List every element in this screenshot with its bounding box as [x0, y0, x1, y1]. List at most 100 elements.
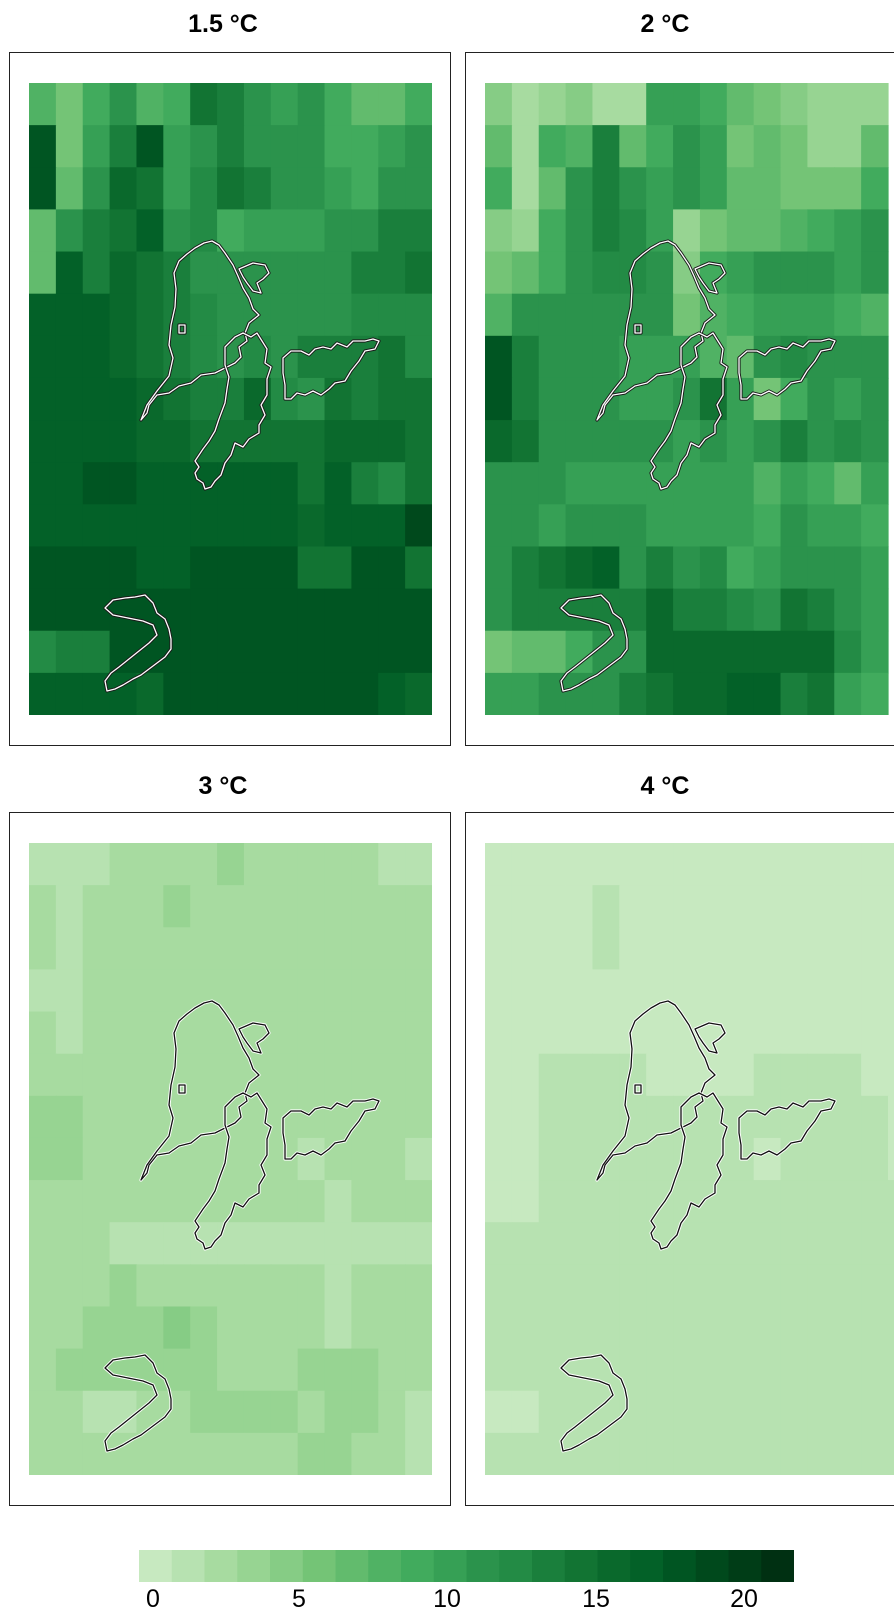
grid-cell [136, 462, 164, 505]
grid-cell [82, 927, 111, 970]
grid-cell [834, 1222, 862, 1265]
grid-cell [753, 83, 782, 126]
grid-cell [592, 1306, 620, 1350]
grid-cell [646, 1390, 674, 1434]
grid-cell [780, 1348, 808, 1392]
grid-cell [190, 843, 218, 886]
grid-cell [861, 251, 889, 295]
grid-cell [780, 83, 808, 126]
grid-cell [55, 125, 84, 168]
grid-cell [753, 1306, 782, 1350]
grid-cell [673, 209, 701, 253]
grid-cell [485, 504, 513, 548]
grid-cell [888, 1095, 894, 1139]
grid-cell [190, 251, 218, 295]
grid-cell [82, 462, 111, 505]
grid-cell [55, 969, 84, 1013]
grid-cell [592, 885, 620, 928]
grid-cell [861, 1011, 889, 1055]
grid-cell [55, 377, 84, 421]
grid-cell [646, 251, 674, 295]
grid-cell [29, 927, 57, 970]
grid-cell [780, 969, 808, 1013]
grid-cell [511, 843, 540, 886]
grid-cell [565, 504, 594, 548]
grid-cell [82, 125, 111, 168]
grid-cell [163, 1306, 191, 1350]
grid-cell [619, 420, 647, 463]
grid-cell [619, 167, 647, 210]
grid-cell [619, 885, 647, 928]
grid-cell [888, 1390, 894, 1434]
grid-cell [297, 504, 326, 548]
grid-cell [485, 885, 513, 928]
colorbar-swatch [368, 1550, 402, 1582]
grid-cell [565, 462, 594, 505]
grid-cell [378, 969, 406, 1013]
grid-cell [538, 420, 567, 463]
grid-cell [673, 1432, 701, 1475]
grid-cell [673, 927, 701, 970]
grid-cell [55, 293, 84, 337]
grid-cell [270, 885, 299, 928]
grid-cell [807, 546, 835, 590]
grid-cell [351, 1180, 379, 1223]
colorbar-swatch [499, 1550, 533, 1582]
grid-cell [378, 1306, 406, 1350]
grid-cell [592, 1180, 620, 1223]
grid-cell [753, 293, 782, 337]
grid-cell [29, 335, 57, 379]
grid-cell [511, 546, 540, 590]
grid-cell [270, 672, 299, 715]
grid-cell [619, 927, 647, 970]
grid-cell [807, 335, 835, 379]
grid-cell [861, 1348, 889, 1392]
grid-cell [297, 1264, 326, 1308]
coastline-outline [634, 1084, 642, 1094]
grid-cell [405, 251, 432, 295]
grid-cell [190, 420, 218, 463]
grid-cell [565, 83, 594, 126]
grid-cell [565, 969, 594, 1013]
grid-cell [753, 1432, 782, 1475]
grid-cell [538, 504, 567, 548]
grid-cell [673, 1053, 701, 1097]
grid-cell [699, 672, 728, 715]
grid-cell [109, 1011, 138, 1055]
grid-cell [55, 167, 84, 210]
grid-cell [55, 630, 84, 674]
grid-cell [136, 927, 164, 970]
grid-cell [163, 1053, 191, 1097]
grid-cell [405, 462, 432, 505]
grid-cell [538, 1264, 567, 1308]
colorbar-swatch [564, 1550, 598, 1582]
grid-cell [673, 885, 701, 928]
grid-cell [297, 462, 326, 505]
grid-cell [834, 1011, 862, 1055]
grid-cell [807, 1222, 835, 1265]
grid-cell [673, 969, 701, 1013]
grid-cell [378, 885, 406, 928]
grid-cell [888, 969, 894, 1013]
grid-cell [217, 1053, 245, 1097]
grid-cell [726, 504, 755, 548]
colorbar-swatch [630, 1550, 664, 1582]
grid-cell [405, 1306, 432, 1350]
grid-cell [485, 335, 513, 379]
grid-cell [109, 125, 138, 168]
grid-cells [29, 843, 432, 1475]
grid-cell [405, 1095, 432, 1139]
grid-cell [511, 1095, 540, 1139]
grid-cell [29, 125, 57, 168]
grid-cell [324, 969, 352, 1013]
grid-cell [753, 167, 782, 210]
grid-cell [726, 630, 755, 674]
grid-cell [109, 1137, 138, 1181]
grid-cell [163, 843, 191, 886]
grid-cell [834, 672, 862, 715]
grid-cell [297, 672, 326, 715]
grid-cell [538, 377, 567, 421]
grid-cell [538, 251, 567, 295]
grid-cell [619, 969, 647, 1013]
grid-cell [163, 927, 191, 970]
